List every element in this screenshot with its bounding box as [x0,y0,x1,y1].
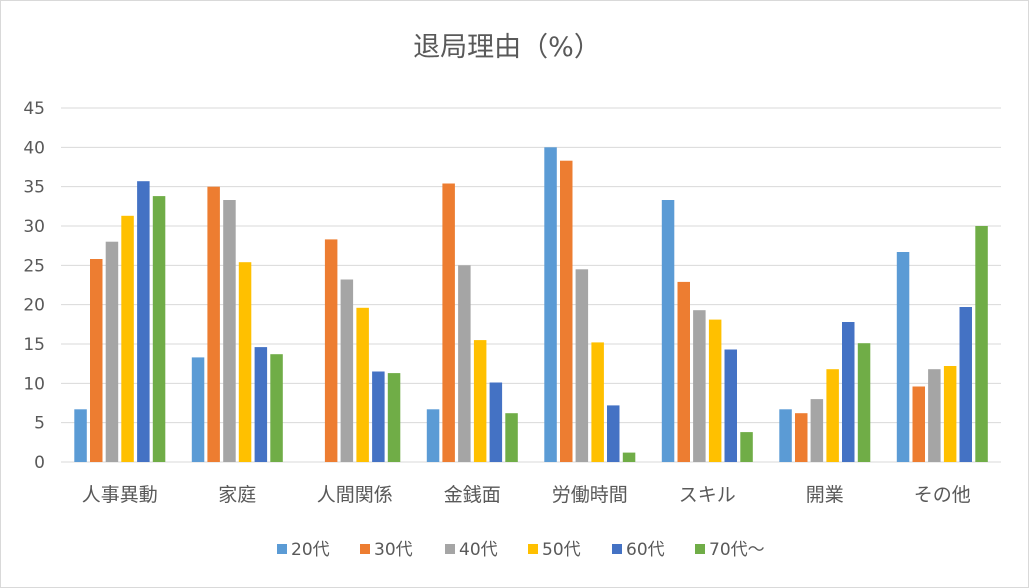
bar [238,262,252,462]
legend-swatch [445,544,455,554]
bar [575,269,589,462]
x-category-label: その他 [914,484,971,506]
bar [724,349,737,462]
bar [489,382,503,462]
legend-label: 30代 [374,540,413,560]
bar [74,409,87,462]
legend-label: 60代 [626,540,665,560]
legend-label: 70代～ [709,540,765,560]
x-axis-categories: 人事異動 家庭 人間関係 金銭面 労働時間 スキル 開業 その他 [82,484,971,506]
bar [137,181,150,462]
bar [356,307,369,462]
bar [826,369,839,462]
legend-label: 40代 [459,540,498,560]
bar [693,310,706,462]
bar [121,215,134,462]
bar [857,343,871,462]
bar [779,409,792,462]
y-tick-label: 35 [23,178,45,198]
bar [207,186,220,462]
y-tick-label: 30 [23,217,45,237]
bar [842,322,855,462]
legend-swatch [360,544,370,554]
y-tick-label: 45 [23,99,45,119]
x-category-label: 人間関係 [317,484,393,506]
bar [607,405,620,462]
bar [442,183,455,462]
bar [191,357,205,462]
bar [912,386,925,462]
bar [661,200,675,462]
bar [223,200,236,462]
bar [387,373,401,462]
bar [896,252,910,462]
bar [340,279,354,462]
y-tick-label: 25 [23,256,45,276]
bar [473,340,487,462]
x-category-label: 人事異動 [82,484,158,506]
bar [677,281,690,462]
y-tick-label: 15 [23,335,45,355]
bar [795,413,808,462]
bar [591,342,604,462]
y-axis-ticks: 0 5 10 15 20 25 30 35 40 45 [23,99,45,473]
bar [270,354,283,462]
x-category-label: 家庭 [218,484,256,506]
bar [254,347,268,462]
bar [943,366,957,462]
x-category-label: 開業 [806,484,844,506]
y-tick-label: 5 [34,414,45,434]
legend-label: 20代 [291,540,330,560]
bar [928,369,941,462]
y-tick-label: 40 [23,138,45,158]
bar [622,452,636,462]
x-category-label: 金銭面 [444,484,501,506]
legend-swatch [695,544,705,554]
bar [372,371,385,462]
legend: 20代 30代 40代 50代 60代 70代～ [277,540,765,560]
y-tick-label: 10 [23,374,45,394]
bar [975,226,988,462]
x-category-label: 労働時間 [552,484,628,506]
bar [560,160,573,462]
legend-swatch [612,544,622,554]
bar [90,259,103,462]
bar [324,239,338,462]
bar [426,409,440,462]
legend-label: 50代 [542,540,581,560]
legend-swatch [277,544,287,554]
bar [544,147,557,463]
bar [708,319,722,462]
bar [740,432,753,462]
x-category-label: スキル [679,484,736,506]
bar [810,399,824,462]
legend-swatch [528,544,538,554]
bars [74,147,988,463]
bar [152,196,166,462]
chart-title: 退局理由（%） [413,32,601,63]
y-tick-label: 20 [23,296,45,316]
bar [458,265,471,462]
bar [959,307,972,462]
y-tick-label: 0 [34,453,45,473]
bar [505,413,518,462]
bar [105,241,119,462]
